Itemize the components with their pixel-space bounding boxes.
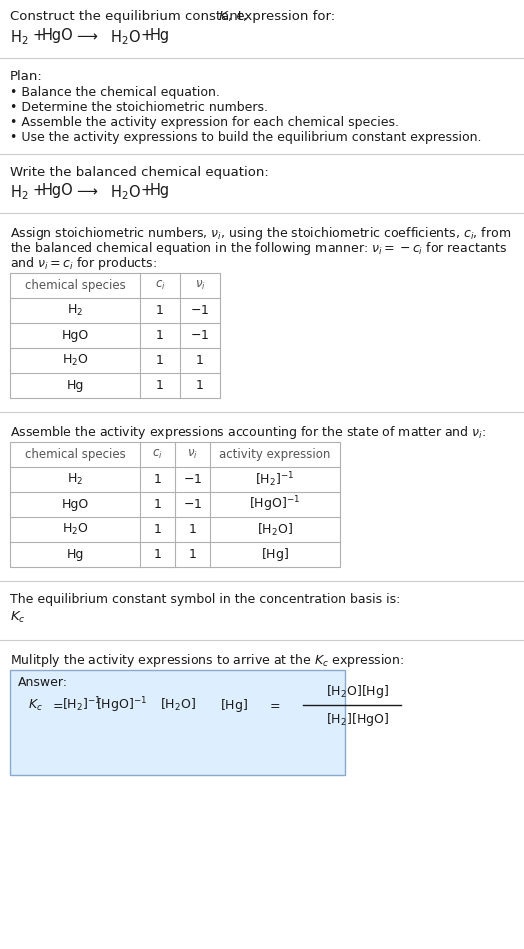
Bar [10, 273, 220, 398]
Text: $=$: $=$ [267, 698, 281, 712]
Text: $\mathrm{H_2}$: $\mathrm{H_2}$ [67, 472, 83, 487]
Text: $-1$: $-1$ [183, 473, 202, 486]
Text: Hg: Hg [150, 28, 170, 43]
Text: $[\mathrm{H_2O}][\mathrm{Hg}]$: $[\mathrm{H_2O}][\mathrm{Hg}]$ [326, 682, 389, 699]
Text: Hg: Hg [67, 379, 84, 392]
Text: and $\nu_i = c_i$ for products:: and $\nu_i = c_i$ for products: [10, 255, 157, 272]
Text: $\mathrm{H_2O}$: $\mathrm{H_2O}$ [62, 522, 88, 537]
Bar [10, 442, 340, 567]
Text: 1: 1 [154, 498, 161, 511]
Text: Mulitply the activity expressions to arrive at the $K_c$ expression:: Mulitply the activity expressions to arr… [10, 652, 405, 669]
Text: $\nu_i$: $\nu_i$ [187, 448, 198, 461]
Text: $[\mathrm{HgO}]^{-1}$: $[\mathrm{HgO}]^{-1}$ [96, 696, 147, 715]
Text: $\mathrm{H_2}$: $\mathrm{H_2}$ [67, 303, 83, 318]
Text: $\nu_i$: $\nu_i$ [194, 279, 205, 292]
Text: Plan:: Plan: [10, 70, 43, 83]
Text: $[\mathrm{HgO}]^{-1}$: $[\mathrm{HgO}]^{-1}$ [249, 494, 301, 514]
Text: $\mathrm{H_2O}$: $\mathrm{H_2O}$ [110, 28, 141, 47]
Text: activity expression: activity expression [220, 448, 331, 461]
Text: • Assemble the activity expression for each chemical species.: • Assemble the activity expression for e… [10, 116, 399, 129]
Text: 1: 1 [156, 329, 164, 342]
Text: • Use the activity expressions to build the equilibrium constant expression.: • Use the activity expressions to build … [10, 131, 482, 144]
Text: Construct the equilibrium constant,: Construct the equilibrium constant, [10, 10, 252, 23]
Text: $[\mathrm{H_2}][\mathrm{HgO}]$: $[\mathrm{H_2}][\mathrm{HgO}]$ [326, 711, 389, 728]
Text: $[\mathrm{Hg}]$: $[\mathrm{Hg}]$ [261, 546, 289, 563]
Text: HgO: HgO [42, 28, 74, 43]
Text: 1: 1 [156, 379, 164, 392]
Text: Assemble the activity expressions accounting for the state of matter and $\nu_i$: Assemble the activity expressions accoun… [10, 424, 486, 441]
Text: $c_i$: $c_i$ [152, 448, 163, 461]
Text: 1: 1 [196, 379, 204, 392]
Text: 1: 1 [154, 523, 161, 536]
Text: $=$: $=$ [50, 698, 64, 712]
Text: $K$: $K$ [218, 10, 230, 23]
Text: Answer:: Answer: [18, 676, 68, 689]
Text: $\mathrm{H_2O}$: $\mathrm{H_2O}$ [110, 183, 141, 202]
Text: $K_c$: $K_c$ [28, 698, 43, 713]
Bar [10, 442, 340, 567]
Text: $+$: $+$ [32, 183, 45, 198]
Text: Assign stoichiometric numbers, $\nu_i$, using the stoichiometric coefficients, $: Assign stoichiometric numbers, $\nu_i$, … [10, 225, 511, 242]
Text: The equilibrium constant symbol in the concentration basis is:: The equilibrium constant symbol in the c… [10, 593, 400, 606]
Text: $\mathrm{H_2}$: $\mathrm{H_2}$ [10, 28, 28, 47]
Text: Write the balanced chemical equation:: Write the balanced chemical equation: [10, 166, 269, 179]
Text: chemical species: chemical species [25, 279, 125, 292]
Text: 1: 1 [189, 523, 196, 536]
Text: $+$: $+$ [32, 28, 45, 43]
Text: 1: 1 [154, 548, 161, 561]
Text: 1: 1 [189, 548, 196, 561]
Text: $-1$: $-1$ [190, 304, 210, 317]
Text: $+$: $+$ [140, 183, 152, 198]
Bar [10, 273, 220, 398]
Text: HgO: HgO [61, 498, 89, 511]
Text: $+$: $+$ [140, 28, 152, 43]
Text: $[\mathrm{H_2O}]$: $[\mathrm{H_2O}]$ [257, 521, 293, 537]
Text: 1: 1 [156, 354, 164, 367]
Text: $[\mathrm{H_2}]^{-1}$: $[\mathrm{H_2}]^{-1}$ [255, 470, 294, 489]
Text: • Balance the chemical equation.: • Balance the chemical equation. [10, 86, 220, 99]
Text: $[\mathrm{Hg}]$: $[\mathrm{Hg}]$ [220, 697, 248, 714]
Text: $c_i$: $c_i$ [155, 279, 166, 292]
Text: 1: 1 [154, 473, 161, 486]
Text: 1: 1 [196, 354, 204, 367]
Text: 1: 1 [156, 304, 164, 317]
Text: $[\mathrm{H_2O}]$: $[\mathrm{H_2O}]$ [160, 697, 196, 713]
Text: HgO: HgO [61, 329, 89, 342]
Text: $-1$: $-1$ [190, 329, 210, 342]
Bar [10, 670, 345, 775]
Text: Hg: Hg [67, 548, 84, 561]
Text: chemical species: chemical species [25, 448, 125, 461]
Text: $\longrightarrow$: $\longrightarrow$ [74, 183, 99, 198]
Text: $K_c$: $K_c$ [10, 610, 26, 625]
Text: $\mathrm{H_2O}$: $\mathrm{H_2O}$ [62, 353, 88, 368]
Text: the balanced chemical equation in the following manner: $\nu_i = -c_i$ for react: the balanced chemical equation in the fo… [10, 240, 507, 257]
Text: $[\mathrm{H_2}]^{-1}$: $[\mathrm{H_2}]^{-1}$ [62, 696, 101, 715]
Text: $\mathrm{H_2}$: $\mathrm{H_2}$ [10, 183, 28, 202]
Text: Hg: Hg [150, 183, 170, 198]
Text: HgO: HgO [42, 183, 74, 198]
Text: , expression for:: , expression for: [228, 10, 335, 23]
Text: $\longrightarrow$: $\longrightarrow$ [74, 28, 99, 43]
Text: • Determine the stoichiometric numbers.: • Determine the stoichiometric numbers. [10, 101, 268, 114]
Text: $-1$: $-1$ [183, 498, 202, 511]
